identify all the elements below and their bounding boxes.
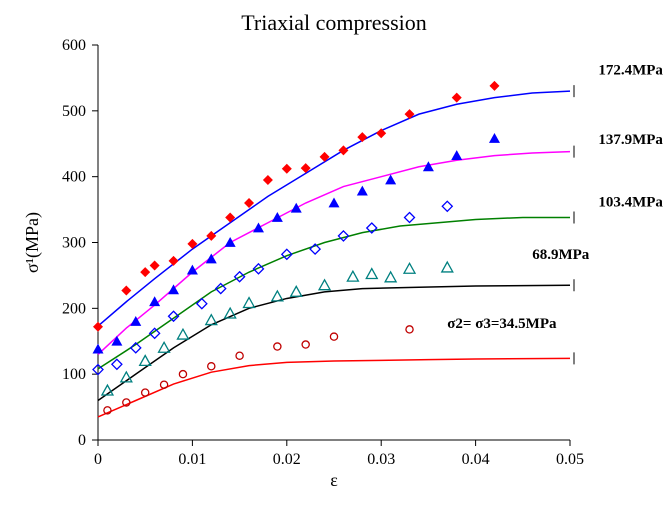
x-tick-label: 0.03 [367,451,395,468]
y-tick-label: 400 [62,169,86,186]
series-annotation: 137.9MPa [598,132,663,148]
x-tick-label: 0.02 [273,451,301,468]
y-tick-label: 100 [62,366,86,383]
series-annotation: 172.4MPa [598,63,663,79]
series-annotation: 103.4MPa [598,194,663,210]
y-tick-label: 500 [62,103,86,120]
chart-title: Triaxial compression [241,10,427,35]
triaxial-chart: Triaxial compression 0 0.01 0.02 0.03 0.04 0.0… [0,0,665,514]
x-tick-label: 0.01 [178,451,206,468]
y-tick-label: 200 [62,300,86,317]
y-axis-label: σ¹(MPa) [22,212,43,273]
y-tick-label: 0 [78,432,86,449]
x-axis-label: ε [330,470,338,490]
x-tick-label: 0.04 [462,451,490,468]
series-annotation: σ2= σ3=34.5MPa [447,316,557,332]
y-tick-label: 600 [62,37,86,54]
y-tick-label: 300 [62,235,86,252]
series-annotation: 68.9MPa [532,247,590,263]
x-tick-label: 0.05 [556,451,584,468]
x-tick-label: 0 [94,451,102,468]
